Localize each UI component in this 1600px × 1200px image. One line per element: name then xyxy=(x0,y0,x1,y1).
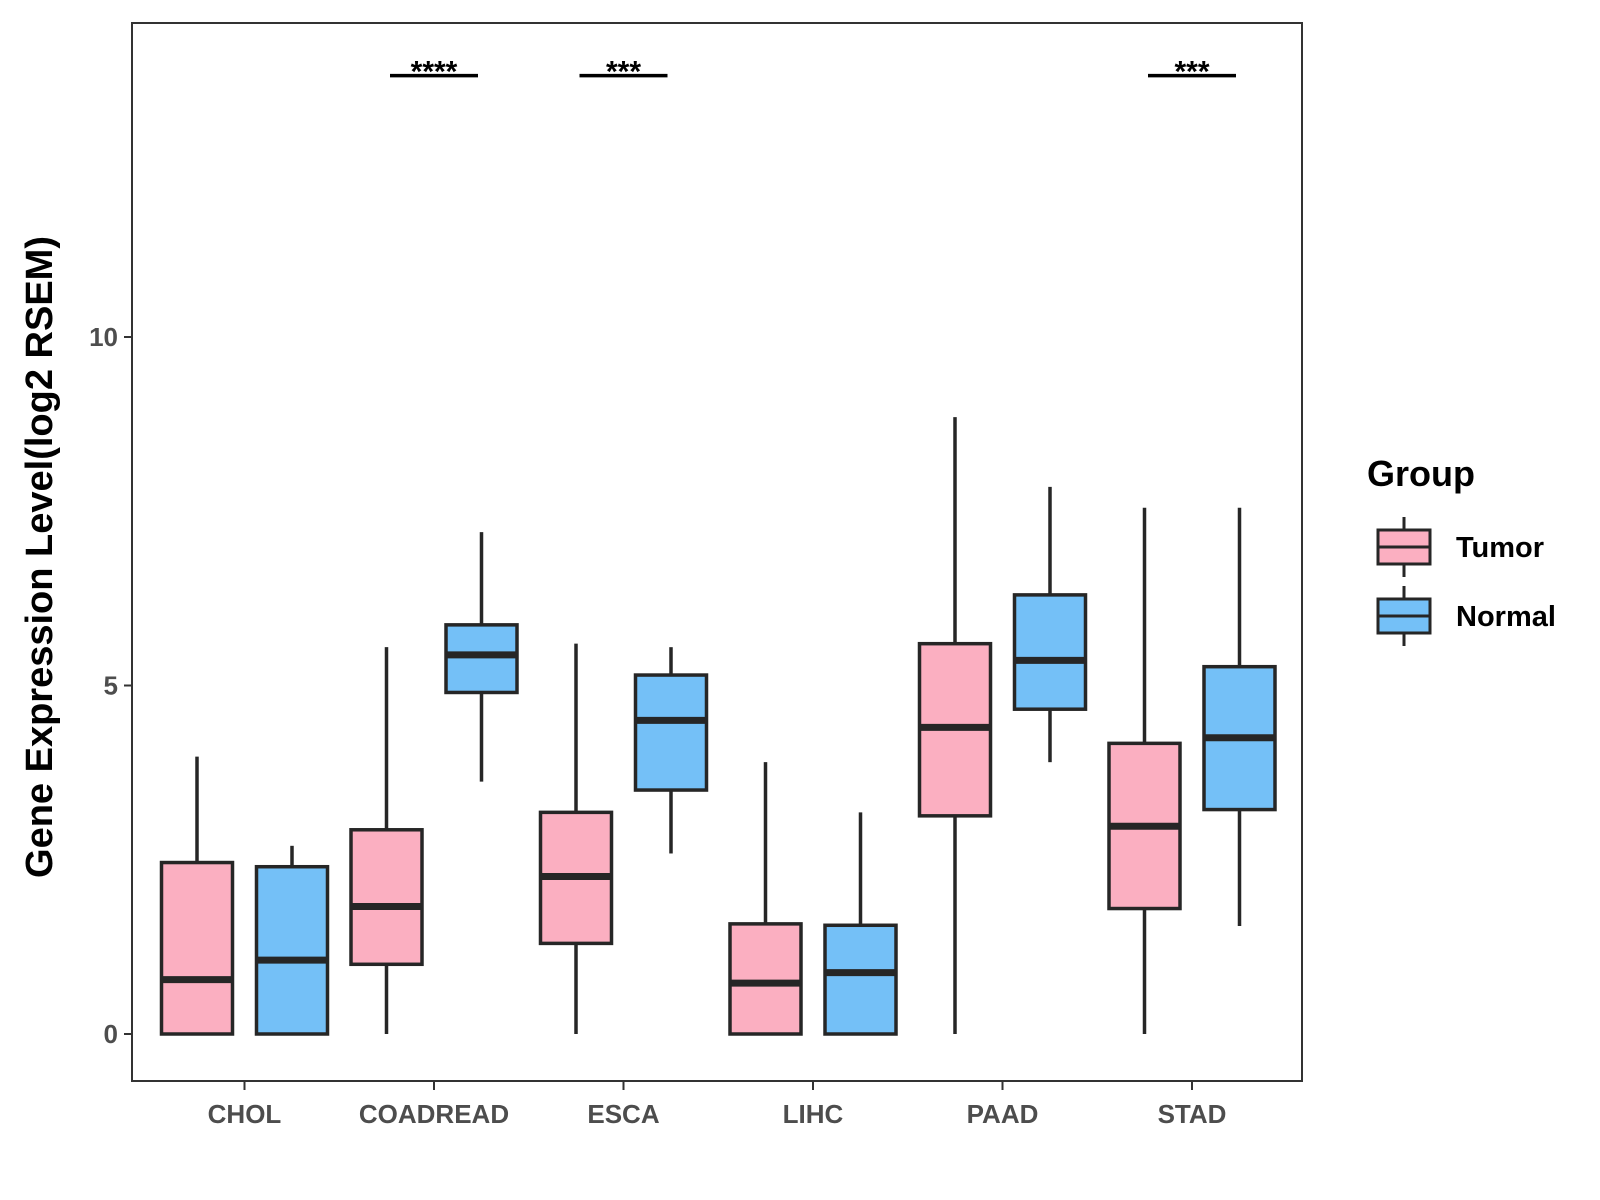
x-tick-label-esca: ESCA xyxy=(587,1099,659,1129)
box-tumor-stad xyxy=(1107,507,1182,1034)
box-body xyxy=(1012,593,1088,711)
y-tick-label: 5 xyxy=(104,671,118,701)
y-tick-label: 0 xyxy=(104,1019,118,1049)
x-tick-label-paad: PAAD xyxy=(967,1099,1039,1129)
legend-label-normal: Normal xyxy=(1456,601,1556,633)
box-body xyxy=(254,864,330,1036)
box-body xyxy=(349,828,424,967)
box-tumor-lihc xyxy=(728,762,803,1036)
legend: Group Tumor Normal xyxy=(1367,453,1556,646)
box-normal-chol xyxy=(254,845,330,1036)
box-body xyxy=(159,860,235,1036)
x-tick-label-coadread: COADREAD xyxy=(359,1099,509,1129)
significance-label: **** xyxy=(411,56,458,89)
legend-title: Group xyxy=(1367,453,1475,494)
x-tick-label-stad: STAD xyxy=(1158,1099,1227,1129)
box-tumor-chol xyxy=(159,756,235,1036)
box-tumor-paad xyxy=(917,417,993,1034)
x-tick-label-lihc: LIHC xyxy=(783,1099,844,1129)
legend-label-tumor: Tumor xyxy=(1456,532,1544,564)
y-axis-title: Gene Expression Level(log2 RSEM) xyxy=(19,236,61,878)
box-normal-esca xyxy=(633,647,709,854)
box-tumor-esca xyxy=(538,643,614,1034)
box-normal-coadread xyxy=(444,532,519,782)
y-tick-label: 10 xyxy=(89,322,118,352)
box-normal-stad xyxy=(1202,507,1277,926)
box-body xyxy=(823,923,898,1036)
legend-key-normal xyxy=(1376,586,1432,646)
significance-label: *** xyxy=(606,56,641,89)
box-body xyxy=(444,623,519,695)
box-normal-paad xyxy=(1012,486,1088,763)
box-tumor-coadread xyxy=(349,647,424,1034)
significance-label: *** xyxy=(1174,56,1209,89)
legend-key-tumor xyxy=(1376,517,1432,577)
x-tick-label-chol: CHOL xyxy=(208,1099,282,1129)
box-body xyxy=(633,673,709,792)
panel-border xyxy=(131,22,1303,1082)
box-body xyxy=(728,922,803,1036)
box-normal-lihc xyxy=(823,812,898,1036)
